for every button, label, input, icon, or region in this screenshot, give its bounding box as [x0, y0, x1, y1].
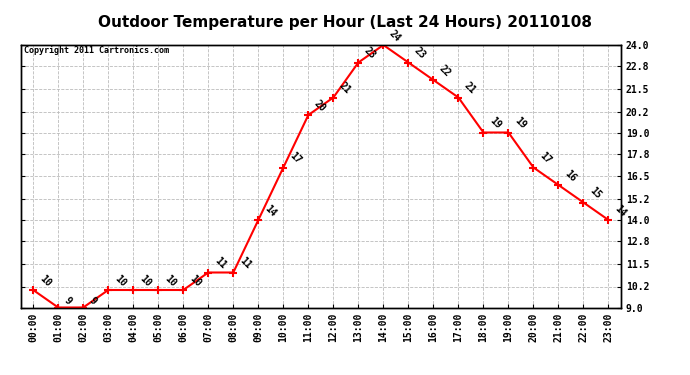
Text: 10: 10: [188, 273, 203, 289]
Text: 16: 16: [562, 168, 578, 184]
Text: 24: 24: [388, 28, 403, 44]
Text: 11: 11: [237, 256, 253, 271]
Text: 10: 10: [37, 273, 52, 289]
Text: 20: 20: [313, 98, 328, 114]
Text: Outdoor Temperature per Hour (Last 24 Hours) 20110108: Outdoor Temperature per Hour (Last 24 Ho…: [98, 15, 592, 30]
Text: 9: 9: [62, 295, 74, 306]
Text: 14: 14: [613, 203, 628, 219]
Text: 23: 23: [413, 46, 428, 61]
Text: 9: 9: [88, 295, 99, 306]
Text: 21: 21: [462, 81, 478, 96]
Text: 17: 17: [288, 151, 303, 166]
Text: 11: 11: [213, 256, 228, 271]
Text: Copyright 2011 Cartronics.com: Copyright 2011 Cartronics.com: [23, 46, 168, 56]
Text: 19: 19: [513, 116, 528, 131]
Text: 10: 10: [112, 273, 128, 289]
Text: 21: 21: [337, 81, 353, 96]
Text: 10: 10: [162, 273, 178, 289]
Text: 19: 19: [488, 116, 503, 131]
Text: 15: 15: [588, 186, 603, 201]
Text: 17: 17: [538, 151, 553, 166]
Text: 14: 14: [262, 203, 278, 219]
Text: 22: 22: [437, 63, 453, 79]
Text: 23: 23: [362, 46, 378, 61]
Text: 10: 10: [137, 273, 152, 289]
